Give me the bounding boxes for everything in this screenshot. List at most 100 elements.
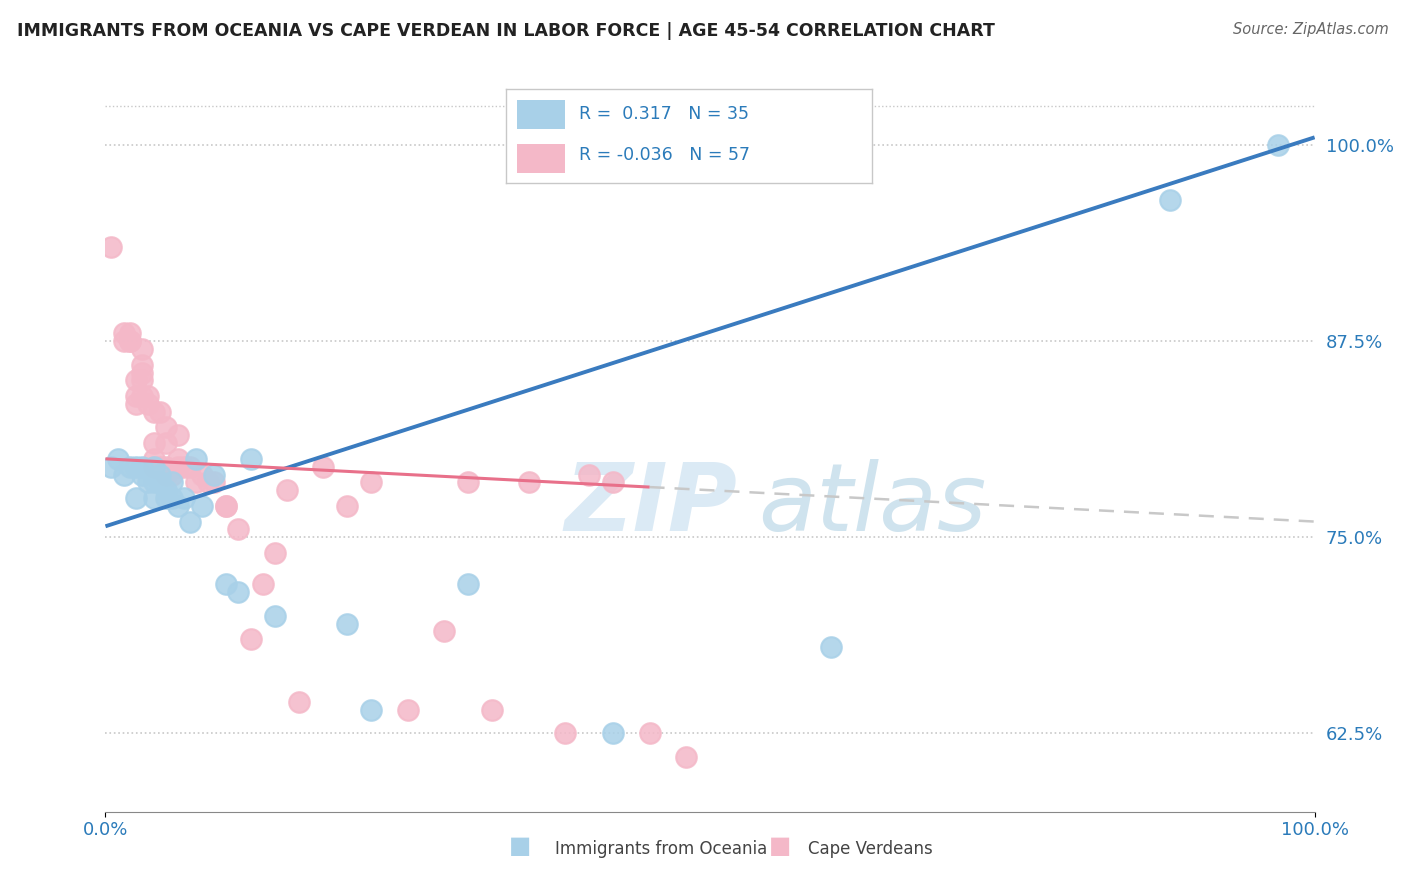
Point xyxy=(131,373,153,387)
Point xyxy=(239,632,262,647)
Text: ■: ■ xyxy=(509,834,531,858)
Point xyxy=(239,451,262,466)
Point xyxy=(136,397,159,411)
Point xyxy=(396,703,419,717)
Point xyxy=(167,428,190,442)
Point xyxy=(149,405,172,419)
Point xyxy=(125,491,148,505)
Point xyxy=(554,726,576,740)
Point xyxy=(228,585,250,599)
Point xyxy=(820,640,842,654)
Point xyxy=(202,475,225,490)
Point xyxy=(131,366,153,380)
Point xyxy=(288,695,311,709)
Point xyxy=(675,749,697,764)
Point xyxy=(155,483,177,498)
Point xyxy=(578,467,600,482)
Point xyxy=(173,491,195,505)
Point xyxy=(433,624,456,639)
Point xyxy=(136,389,159,403)
Text: Source: ZipAtlas.com: Source: ZipAtlas.com xyxy=(1233,22,1389,37)
Point xyxy=(312,459,335,474)
Point xyxy=(155,467,177,482)
Point xyxy=(252,577,274,591)
Text: Immigrants from Oceania: Immigrants from Oceania xyxy=(555,840,768,858)
Point xyxy=(191,467,214,482)
Text: atlas: atlas xyxy=(758,459,987,550)
Point xyxy=(179,515,201,529)
Point xyxy=(136,475,159,490)
Point xyxy=(142,451,165,466)
Point xyxy=(142,436,165,450)
Point xyxy=(107,451,129,466)
Point xyxy=(215,499,238,513)
Point xyxy=(142,405,165,419)
Point xyxy=(186,475,208,490)
Bar xyxy=(517,100,565,129)
Point xyxy=(118,326,141,341)
Point xyxy=(360,703,382,717)
Point xyxy=(167,499,190,513)
Point xyxy=(1267,138,1289,153)
Point xyxy=(142,475,165,490)
Point xyxy=(155,436,177,450)
Point xyxy=(131,389,153,403)
Text: IMMIGRANTS FROM OCEANIA VS CAPE VERDEAN IN LABOR FORCE | AGE 45-54 CORRELATION C: IMMIGRANTS FROM OCEANIA VS CAPE VERDEAN … xyxy=(17,22,995,40)
Point xyxy=(1159,193,1181,207)
Point xyxy=(155,420,177,434)
Point xyxy=(112,467,135,482)
Text: R =  0.317   N = 35: R = 0.317 N = 35 xyxy=(579,105,749,123)
Point xyxy=(125,397,148,411)
Point xyxy=(215,499,238,513)
Point xyxy=(481,703,503,717)
Point xyxy=(186,451,208,466)
Text: ZIP: ZIP xyxy=(565,458,738,551)
Point xyxy=(215,577,238,591)
Point xyxy=(336,499,359,513)
Point xyxy=(276,483,298,498)
Point xyxy=(125,373,148,387)
Point xyxy=(457,577,479,591)
Bar xyxy=(517,144,565,173)
Text: ■: ■ xyxy=(769,834,792,858)
Point xyxy=(131,342,153,356)
Point xyxy=(112,326,135,341)
Point xyxy=(149,475,172,490)
Point xyxy=(118,334,141,349)
Point xyxy=(167,451,190,466)
Point xyxy=(118,334,141,349)
Point xyxy=(602,726,624,740)
Point xyxy=(179,459,201,474)
Point xyxy=(457,475,479,490)
Point xyxy=(142,459,165,474)
Point xyxy=(228,523,250,537)
Point xyxy=(202,467,225,482)
Point xyxy=(155,459,177,474)
Point xyxy=(191,499,214,513)
Point xyxy=(517,475,540,490)
Point xyxy=(167,459,190,474)
Point xyxy=(602,475,624,490)
Point xyxy=(197,475,219,490)
Point xyxy=(360,475,382,490)
Point xyxy=(125,459,148,474)
Point xyxy=(131,467,153,482)
Text: R = -0.036   N = 57: R = -0.036 N = 57 xyxy=(579,145,751,164)
Point xyxy=(263,546,285,560)
Point xyxy=(160,467,183,482)
Point xyxy=(100,240,122,254)
Point xyxy=(131,459,153,474)
Point xyxy=(125,389,148,403)
Point xyxy=(118,459,141,474)
Point xyxy=(142,459,165,474)
Point xyxy=(336,616,359,631)
Point xyxy=(112,334,135,349)
Point xyxy=(100,459,122,474)
Point xyxy=(131,358,153,372)
Text: Cape Verdeans: Cape Verdeans xyxy=(808,840,934,858)
Point xyxy=(173,459,195,474)
Point xyxy=(149,467,172,482)
Point xyxy=(142,491,165,505)
Point xyxy=(638,726,661,740)
Point xyxy=(263,608,285,623)
